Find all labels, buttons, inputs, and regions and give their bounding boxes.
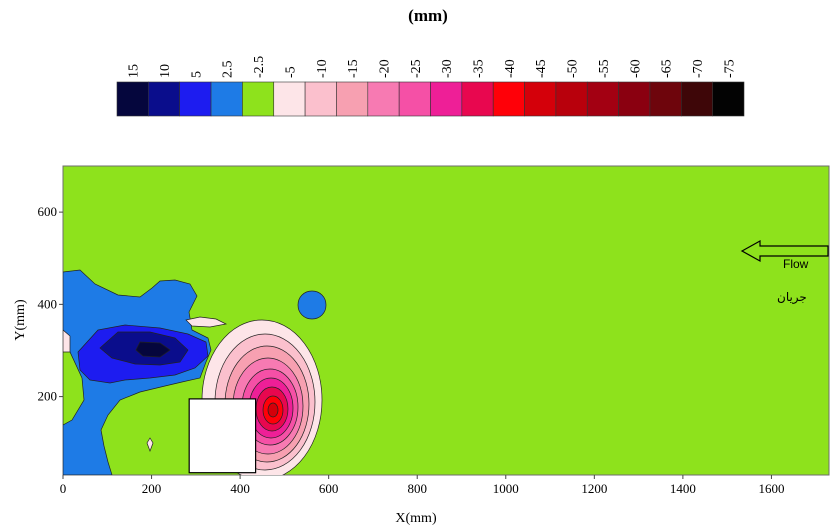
x-tick-label: 400 (230, 481, 250, 496)
colorbar-swatch (242, 81, 275, 117)
contour-small-pink (63, 329, 71, 353)
colorbar-swatch (148, 81, 181, 117)
x-tick-label: 600 (319, 481, 339, 496)
x-tick-label: 1200 (581, 481, 607, 496)
contour-small-pink-2 (185, 316, 228, 328)
obstacle-block (188, 398, 257, 474)
y-axis-label: Y(mm) (13, 299, 28, 341)
colorbar-tick-label: -15 (346, 59, 361, 78)
x-tick-label: 0 (60, 481, 67, 496)
colorbar-tick-label: -55 (597, 59, 612, 78)
colorbar-tick-label: -30 (440, 59, 455, 78)
colorbar-swatch (461, 81, 494, 117)
y-tick-label: 600 (38, 204, 58, 219)
colorbar-tick-label: -40 (503, 59, 518, 78)
x-tick-label: 200 (142, 481, 162, 496)
colorbar-tick-label: 15 (127, 64, 142, 78)
colorbar-tick-label: -25 (409, 59, 424, 78)
x-tick-label: 1600 (758, 481, 784, 496)
colorbar-tick-label: 10 (158, 64, 173, 78)
colorbar-swatch (304, 81, 337, 117)
colorbar-tick-label: -2.5 (252, 56, 267, 78)
y-tick-label: 200 (38, 389, 58, 404)
colorbar-swatch (586, 81, 619, 117)
flow-arrow (740, 239, 829, 263)
contour-tiny (146, 437, 154, 452)
colorbar-tick-label: -20 (377, 59, 392, 78)
colorbar-swatch (492, 81, 525, 117)
colorbar-tick-label: -10 (315, 59, 330, 78)
colorbar-tick-label: 2.5 (221, 61, 236, 79)
x-tick-label: 800 (407, 481, 427, 496)
colorbar-swatch (649, 81, 682, 117)
colorbar-swatch (430, 81, 463, 117)
flow-label: Flow (783, 257, 809, 271)
colorbar-tick-label: -50 (566, 59, 581, 78)
colorbar-tick-label: 5 (189, 71, 204, 78)
x-tick-label: 1400 (670, 481, 696, 496)
colorbar-swatch (116, 81, 149, 117)
colorbar-swatch (712, 81, 745, 117)
colorbar-swatch (555, 81, 588, 117)
colorbar-tick-label: -65 (660, 59, 675, 78)
x-tick-label: 1000 (493, 481, 519, 496)
colorbar-tick-label: -35 (472, 59, 487, 78)
x-axis-label: X(mm) (395, 511, 437, 526)
contour-scour--45 (267, 402, 279, 418)
colorbar-swatch (680, 81, 713, 117)
colorbar-tick-label: -75 (722, 59, 737, 78)
colorbar-swatch (367, 81, 400, 117)
flow-note: جريان (777, 290, 807, 304)
colorbar-tick-label: -60 (628, 59, 643, 78)
contour-15 (135, 341, 171, 358)
colorbar-swatch (398, 81, 431, 117)
y-tick-label: 400 (38, 296, 58, 311)
colorbar-title: (mm) (408, 6, 448, 25)
contour-2.5-circle (297, 290, 327, 320)
colorbar-swatch (524, 81, 557, 117)
colorbar-swatch (273, 81, 306, 117)
colorbar-tick-label: -45 (534, 59, 549, 78)
colorbar-tick-label: -5 (283, 66, 298, 78)
colorbar-swatch (179, 81, 212, 117)
colorbar-swatch (336, 81, 369, 117)
colorbar-swatch (618, 81, 651, 117)
colorbar-swatch (210, 81, 243, 117)
colorbar-tick-label: -70 (691, 59, 706, 78)
